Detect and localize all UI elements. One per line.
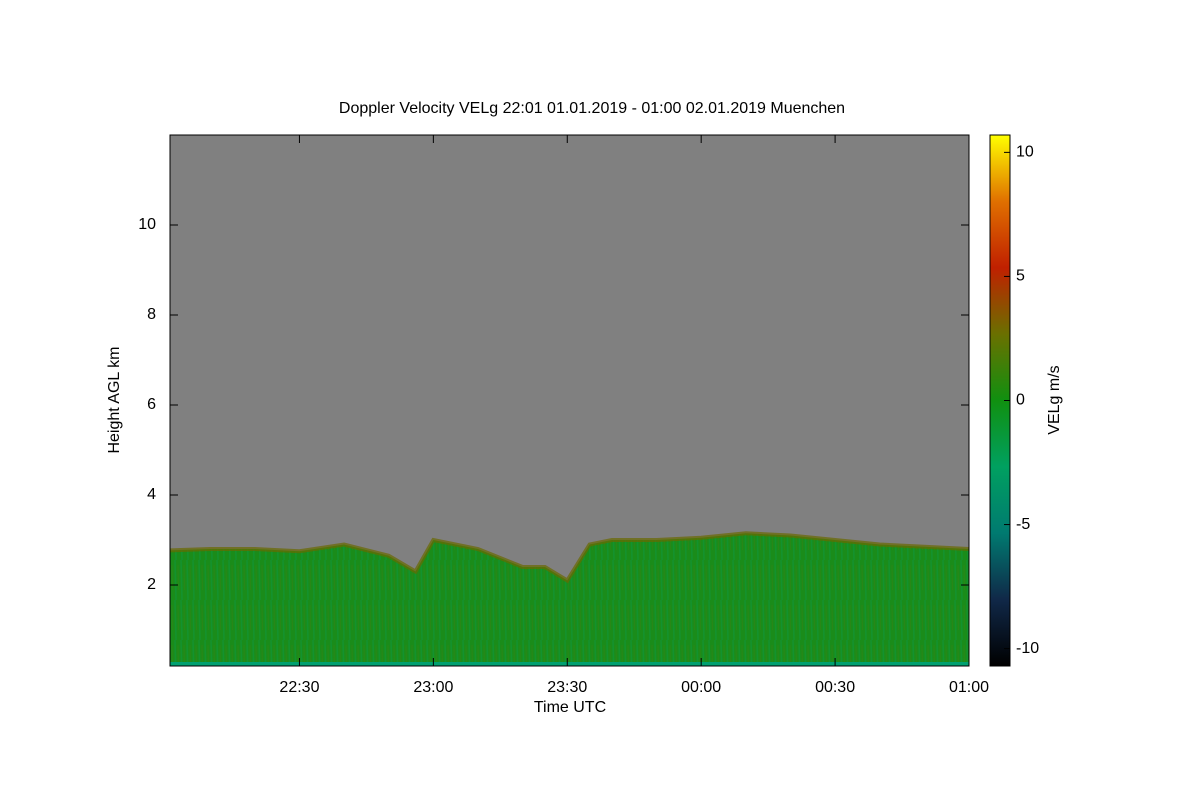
- y-tick-label: 6: [147, 396, 156, 413]
- y-axis-label: Height AGL km: [106, 346, 123, 453]
- echo-texture: [170, 533, 969, 666]
- x-tick-label: 00:00: [681, 679, 721, 696]
- colorbar-tick-label: -5: [1016, 516, 1030, 533]
- colorbar-tick-label: 0: [1016, 392, 1025, 409]
- plot-frame: [169, 134, 970, 667]
- x-axis-label: Time UTC: [534, 699, 606, 716]
- y-tick-label: 8: [147, 306, 156, 323]
- ground-band: [170, 662, 969, 666]
- x-tick-label: 22:30: [279, 679, 319, 696]
- colorbar-tick-label: -10: [1016, 640, 1039, 657]
- x-tick-label: 23:30: [547, 679, 587, 696]
- echo-top-edge: [170, 531, 969, 584]
- x-tick-label: 23:00: [413, 679, 453, 696]
- y-tick-label: 2: [147, 576, 156, 593]
- colorbar-tick-label: 10: [1016, 144, 1034, 161]
- y-tick-label: 4: [147, 486, 156, 503]
- y-tick-label: 10: [138, 216, 156, 233]
- x-tick-label: 01:00: [949, 679, 989, 696]
- colorbar-tick-label: 5: [1016, 268, 1025, 285]
- colorbar-label: VELg m/s: [1046, 365, 1063, 434]
- x-tick-label: 00:30: [815, 679, 855, 696]
- chart-title: Doppler Velocity VELg 22:01 01.01.2019 -…: [339, 100, 845, 117]
